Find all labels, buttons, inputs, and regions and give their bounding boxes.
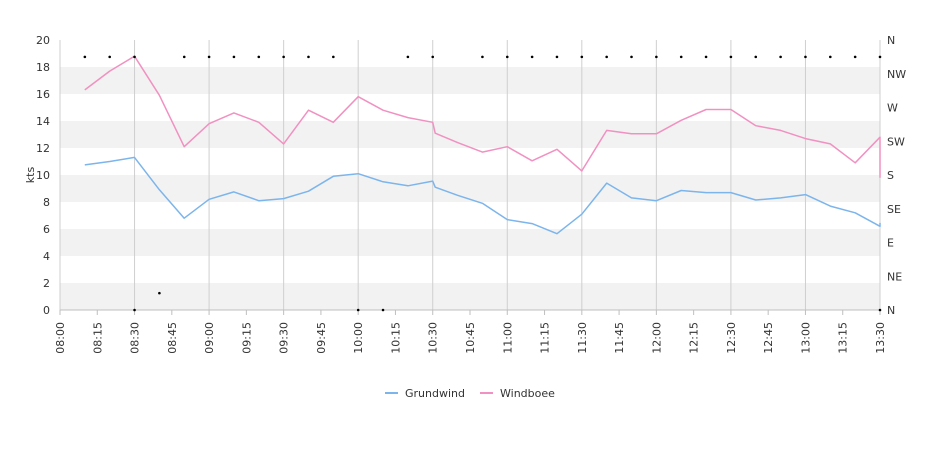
y-tick-label: 6 xyxy=(43,223,50,236)
direction-tick-label: W xyxy=(887,102,898,115)
x-axis-ticks: 08:00 08:15 08:30 08:45 09:00 09:15 09:30 09:45… xyxy=(54,310,887,354)
direction-point xyxy=(655,55,658,59)
direction-point xyxy=(555,55,559,59)
y-tick-label: 2 xyxy=(43,277,50,290)
direction-point xyxy=(580,55,584,59)
direction-point xyxy=(182,55,186,59)
x-tick-label: 09:45 xyxy=(315,322,328,354)
direction-point xyxy=(232,55,236,59)
direction-point xyxy=(108,55,111,59)
direction-point xyxy=(431,55,435,59)
direction-point xyxy=(704,55,708,59)
y-axis-ticks: 0 2 4 6 8 10 12 14 16 18 20 xyxy=(36,34,50,317)
direction-point xyxy=(779,55,782,59)
y-tick-label: 0 xyxy=(43,304,50,317)
direction-point xyxy=(729,55,733,59)
series-line-windboee xyxy=(84,55,881,178)
y-tick-label: 12 xyxy=(36,142,50,155)
direction-point xyxy=(605,55,608,59)
legend: Grundwind Windboee xyxy=(385,387,555,400)
x-tick-label: 09:30 xyxy=(278,322,291,354)
plot-band xyxy=(60,283,880,310)
direction-point xyxy=(282,55,285,59)
x-tick-label: 11:15 xyxy=(539,322,552,354)
x-tick-label: 11:30 xyxy=(576,322,589,354)
x-tick-label: 12:00 xyxy=(650,322,663,354)
y-tick-label: 18 xyxy=(36,61,50,74)
direction-tick-label: SW xyxy=(887,135,905,148)
direction-point xyxy=(406,55,410,59)
direction-point xyxy=(83,55,87,59)
x-tick-label: 12:30 xyxy=(725,322,738,354)
direction-point xyxy=(853,55,857,59)
x-tick-label: 13:00 xyxy=(799,322,812,354)
x-tick-label: 11:00 xyxy=(501,322,514,354)
y-tick-label: 16 xyxy=(36,88,50,101)
direction-point xyxy=(754,55,758,59)
plot-band xyxy=(60,67,880,94)
x-tick-label: 12:15 xyxy=(688,322,701,354)
plot-band xyxy=(60,229,880,256)
y-tick-label: 4 xyxy=(43,250,50,263)
x-tick-label: 10:45 xyxy=(464,322,477,354)
series-line-grundwind xyxy=(84,156,881,235)
x-tick-label: 12:45 xyxy=(762,322,775,354)
direction-point xyxy=(332,55,335,59)
direction-point xyxy=(679,55,683,59)
grid-lines xyxy=(59,40,881,311)
y-tick-label: 10 xyxy=(36,169,50,182)
direction-point xyxy=(133,55,136,59)
x-tick-label: 08:00 xyxy=(54,322,67,354)
x-tick-label: 08:45 xyxy=(166,322,179,354)
direction-point xyxy=(307,55,310,59)
direction-point xyxy=(133,308,136,312)
plot-band xyxy=(60,175,880,202)
direction-tick-label: E xyxy=(887,237,894,250)
y-tick-label: 8 xyxy=(43,196,50,209)
series-lines xyxy=(84,55,881,235)
x-tick-label: 09:00 xyxy=(203,322,216,354)
y-tick-label: 20 xyxy=(36,34,50,47)
x-tick-label: 08:30 xyxy=(129,322,142,354)
direction-point xyxy=(878,55,882,59)
legend-item-label: Grundwind xyxy=(405,387,465,400)
direction-point xyxy=(381,308,385,312)
direction-point xyxy=(829,55,832,59)
x-tick-label: 10:30 xyxy=(427,322,440,354)
y-axis-label: kts xyxy=(24,167,37,184)
x-tick-label: 11:45 xyxy=(613,322,626,354)
direction-tick-label: SE xyxy=(887,203,901,216)
legend-item-label: Windboee xyxy=(500,387,555,400)
direction-point xyxy=(804,55,807,59)
direction-tick-label: N xyxy=(887,34,895,47)
plot-bands xyxy=(60,67,880,310)
x-tick-label: 09:15 xyxy=(240,322,253,354)
direction-point xyxy=(530,55,534,59)
x-tick-label: 08:15 xyxy=(91,322,104,354)
x-tick-label: 13:30 xyxy=(874,322,887,354)
y-tick-label: 14 xyxy=(36,115,50,128)
direction-point xyxy=(158,291,161,295)
direction-tick-label: NE xyxy=(887,270,902,283)
direction-point xyxy=(481,55,484,59)
x-tick-label: 10:15 xyxy=(389,322,402,354)
direction-points xyxy=(83,55,882,312)
direction-tick-label: N xyxy=(887,304,895,317)
direction-point xyxy=(878,308,882,312)
direction-point xyxy=(207,55,211,59)
x-tick-label: 13:15 xyxy=(837,322,850,354)
direction-point xyxy=(630,55,633,59)
direction-point xyxy=(257,55,261,59)
direction-tick-label: S xyxy=(887,169,894,182)
direction-point xyxy=(505,55,509,59)
direction-tick-label: NW xyxy=(887,68,906,81)
direction-axis-ticks: N NE E SE S SW W NW N xyxy=(887,34,906,317)
x-tick-label: 10:00 xyxy=(352,322,365,354)
direction-point xyxy=(356,308,360,312)
